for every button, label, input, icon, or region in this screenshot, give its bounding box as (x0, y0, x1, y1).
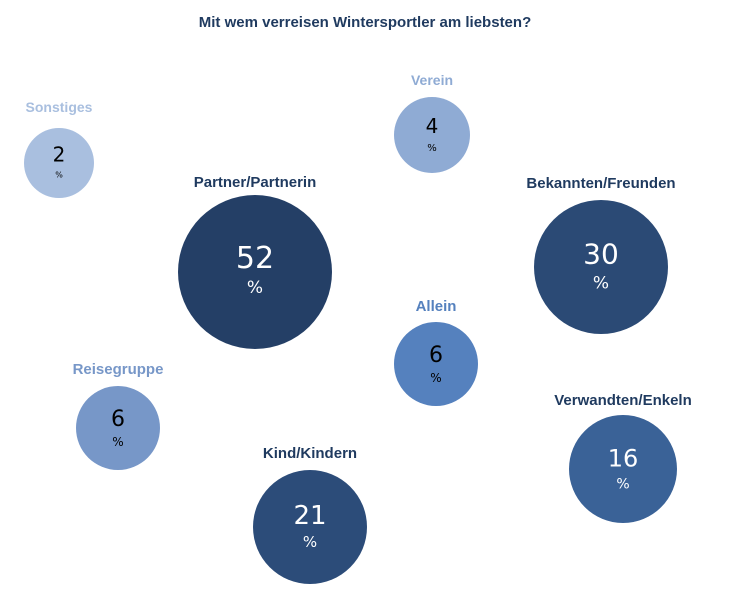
bubble-unit: % (303, 533, 317, 551)
bubble-value: 2 (53, 142, 66, 166)
bubble-verwandten-enkeln: Verwandten/Enkeln 16% (554, 392, 692, 523)
bubble-value: 52 (236, 241, 274, 276)
bubble-label: Kind/Kindern (263, 445, 357, 462)
bubble-verein: Verein 4% (394, 72, 470, 173)
bubble-bekannten-freunden: Bekannten/Freunden 30% (526, 175, 676, 334)
bubble-unit: % (616, 476, 629, 492)
bubble-unit: % (247, 278, 263, 298)
bubble-unit: % (55, 170, 63, 179)
bubble-kind-kindern: Kind/Kindern 21% (253, 445, 367, 584)
bubble-allein: Allein 6% (394, 298, 478, 406)
bubble-label: Sonstiges (26, 99, 93, 115)
bubble-circle (394, 97, 470, 173)
bubble-label: Verwandten/Enkeln (554, 392, 692, 409)
bubble-partner-partnerin: Partner/Partnerin 52% (178, 174, 332, 349)
bubble-value: 30 (583, 238, 619, 271)
bubble-label: Allein (416, 298, 457, 315)
bubble-label: Verein (411, 72, 453, 88)
bubble-unit: % (427, 143, 437, 154)
bubble-label: Partner/Partnerin (194, 174, 317, 191)
bubble-unit: % (593, 274, 609, 294)
bubble-circle (534, 200, 668, 334)
bubble-label: Reisegruppe (73, 361, 164, 378)
bubble-value: 16 (608, 444, 639, 472)
bubble-circle (24, 128, 94, 198)
bubble-label: Bekannten/Freunden (526, 175, 675, 192)
bubble-unit: % (112, 435, 123, 449)
bubble-circle (178, 195, 332, 349)
bubble-circle (253, 470, 367, 584)
bubble-value: 4 (426, 114, 439, 138)
bubble-value: 21 (293, 501, 326, 531)
bubble-circle (394, 322, 478, 406)
bubble-reisegruppe: Reisegruppe 6% (73, 361, 164, 470)
bubble-sonstiges: Sonstiges 2% (24, 99, 94, 198)
bubble-value: 6 (429, 343, 443, 368)
bubble-unit: % (430, 371, 441, 385)
bubble-circle (569, 415, 677, 523)
bubble-circle (76, 386, 160, 470)
bubble-value: 6 (111, 407, 125, 432)
chart-title: Mit wem verreisen Wintersportler am lieb… (198, 14, 532, 31)
